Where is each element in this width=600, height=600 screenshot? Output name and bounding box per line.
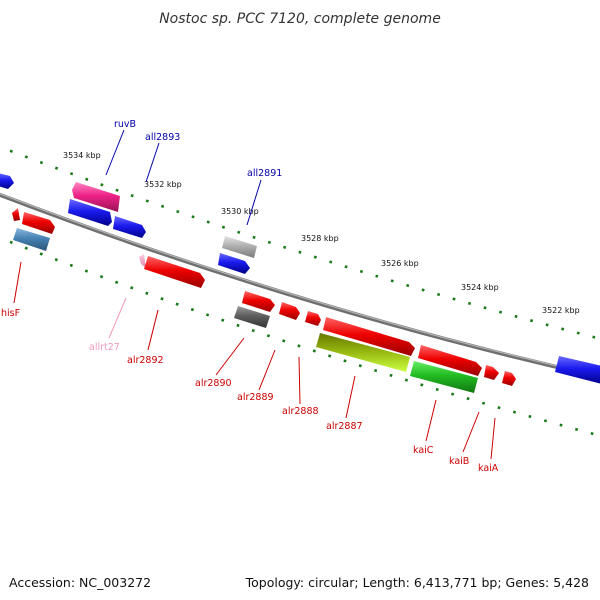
scale-label-3524: 3524 kbp (461, 283, 499, 292)
gene-label-ruvB[interactable]: ruvB (114, 119, 136, 130)
gene-label-hisF[interactable]: hisF (1, 308, 20, 319)
scale-label-3528: 3528 kbp (301, 234, 339, 243)
gene-arrow (13, 228, 50, 251)
gene-arrow (555, 356, 600, 384)
map-title: Nostoc sp. PCC 7120, complete genome (159, 11, 441, 27)
gene-arrow (242, 291, 275, 312)
gene-arrow (72, 182, 120, 212)
scale-label-3530: 3530 kbp (221, 207, 259, 216)
gene-label-alr2887[interactable]: alr2887 (326, 421, 363, 432)
gene-label-allrt27[interactable]: allrt27 (89, 342, 120, 353)
gene-arrow (12, 208, 20, 221)
gene-features (0, 173, 600, 393)
gene-arrow (218, 253, 250, 274)
gene-label-all2893[interactable]: all2893 (145, 132, 180, 143)
scale-label-3534: 3534 kbp (63, 151, 101, 160)
gene-arrow (279, 302, 300, 320)
gene-arrow (22, 212, 55, 234)
gene-label-alr2890[interactable]: alr2890 (195, 378, 232, 389)
scale-label-3522: 3522 kbp (542, 306, 580, 315)
gene-label-alr2888[interactable]: alr2888 (282, 406, 319, 417)
inner-tick-ring (0, 236, 600, 438)
gene-arrow (68, 199, 112, 226)
gene-arrow (305, 311, 321, 326)
gene-label-kaiC[interactable]: kaiC (413, 445, 434, 456)
gene-label-alr2892[interactable]: alr2892 (127, 355, 164, 366)
gene-label-alr2889[interactable]: alr2889 (237, 392, 274, 403)
gene-arrow (418, 345, 482, 376)
gene-arrow (410, 361, 478, 393)
genome-backbone (0, 192, 600, 379)
gene-arrow (234, 306, 270, 328)
gene-arrow (502, 371, 516, 386)
scale-label-3532: 3532 kbp (144, 180, 182, 189)
gene-label-kaiA[interactable]: kaiA (478, 463, 499, 474)
gene-arrow (222, 236, 257, 258)
accession-text: Accession: NC_003272 (9, 575, 152, 590)
gene-arrow (144, 256, 205, 288)
gene-labels: hisF ruvB all2893 all2891 allrt27 alr289… (1, 119, 499, 474)
gene-label-kaiB[interactable]: kaiB (449, 456, 469, 467)
scale-label-3526: 3526 kbp (381, 259, 419, 268)
gene-arrow (316, 333, 410, 372)
outer-tick-ring (0, 145, 600, 341)
gene-arrow (113, 216, 146, 238)
genome-summary-text: Topology: circular; Length: 6,413,771 bp… (245, 575, 589, 590)
gene-arrow (484, 365, 499, 380)
gene-arrow (323, 317, 415, 356)
gene-arrow (0, 173, 14, 189)
gene-label-all2891[interactable]: all2891 (247, 168, 282, 179)
leader-lines (13, 129, 496, 460)
scale-labels: 3534 kbp 3532 kbp 3530 kbp 3528 kbp 3526… (63, 151, 580, 315)
gene-arrow (139, 254, 146, 268)
